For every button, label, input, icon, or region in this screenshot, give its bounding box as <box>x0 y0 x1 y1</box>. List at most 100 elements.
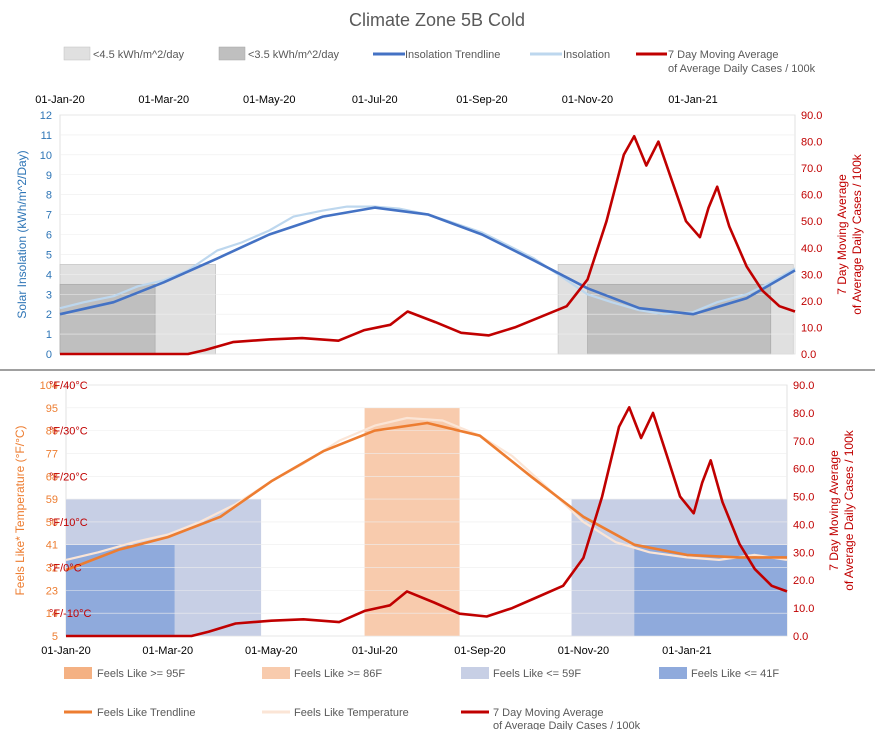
y-tick-label-9: 9 <box>46 170 52 182</box>
legend-label-le41: Feels Like <= 41F <box>691 668 779 680</box>
chart-title: Climate Zone 5B Cold <box>349 10 525 30</box>
celsius-mark-1: °F/0°C <box>49 563 82 575</box>
y2-tick-label-7: 70.0 <box>801 163 822 175</box>
celsius-mark-5: °F/40°C <box>49 380 88 392</box>
y-tick-label-10: 10 <box>40 150 52 162</box>
legend-label-cases-bottom-1: 7 Day Moving Average <box>493 707 603 719</box>
y2-tick-label-7: 70.0 <box>793 436 814 448</box>
y2-tick-label-4: 40.0 <box>793 519 814 531</box>
y2-tick-label-3: 30.0 <box>801 269 822 281</box>
y2-tick-label-8: 80.0 <box>801 137 822 149</box>
y-tick-label-11: 104 <box>40 380 58 392</box>
y-tick-label-1: 1 <box>46 329 52 341</box>
y-tick-label-5: 5 <box>46 249 52 261</box>
y-tick-label-4: 4 <box>46 269 52 281</box>
y-tick-label-12: 12 <box>40 110 52 122</box>
y2-tick-label-6: 60.0 <box>801 190 822 202</box>
celsius-mark-2: °F/10°C <box>49 517 88 529</box>
x-tick-label-1: 01-Mar-20 <box>138 94 189 106</box>
legend-label-feels-like-trendline: Feels Like Trendline <box>97 707 195 719</box>
y2-tick-label-6: 60.0 <box>793 464 814 476</box>
x-tick-label-1: 01-Mar-20 <box>142 645 193 657</box>
legend-label-lt45: <4.5 kWh/m^2/day <box>93 49 185 61</box>
x-tick-label-3: 01-Jul-20 <box>352 94 398 106</box>
x-tick-label-6: 01-Jan-21 <box>662 645 712 657</box>
y2-axis-title-line1: 7 Day Moving Average <box>835 174 849 295</box>
celsius-mark-4: °F/30°C <box>49 426 88 438</box>
y2-tick-label-5: 50.0 <box>801 216 822 228</box>
y2-tick-label-1: 10.0 <box>801 322 822 334</box>
y-tick-label-3: 32 <box>46 563 58 575</box>
y-tick-label-2: 2 <box>46 309 52 321</box>
y-tick-label-2: 23 <box>46 585 58 597</box>
y-tick-label-7: 7 <box>46 210 52 222</box>
y2-tick-label-0: 0.0 <box>801 349 816 361</box>
legend-swatch-le59 <box>461 667 489 679</box>
y-tick-label-1: 14 <box>46 608 58 620</box>
y-axis-title: Feels Like* Temperature (°F/°C) <box>13 425 27 595</box>
series-feels-like-trendline <box>65 421 787 572</box>
celsius-mark-3: °F/20°C <box>49 471 88 483</box>
y-tick-label-7: 68 <box>46 471 58 483</box>
y-tick-label-4: 41 <box>46 540 58 552</box>
y-tick-label-6: 59 <box>46 494 58 506</box>
y2-tick-label-4: 40.0 <box>801 243 822 255</box>
x-tick-label-2: 01-May-20 <box>243 94 296 106</box>
celsius-mark-0: °F/-10°C <box>49 608 91 620</box>
x-tick-label-2: 01-May-20 <box>245 645 298 657</box>
y2-tick-label-8: 80.0 <box>793 408 814 420</box>
legend-label-cases-bottom-2: of Average Daily Cases / 100k <box>493 720 641 730</box>
y-tick-label-3: 3 <box>46 289 52 301</box>
legend-swatch-le41 <box>659 667 687 679</box>
y2-tick-label-9: 90.0 <box>801 110 822 122</box>
y-tick-label-10: 95 <box>46 403 58 415</box>
y2-tick-label-2: 20.0 <box>793 575 814 587</box>
x-tick-label-4: 01-Sep-20 <box>456 94 507 106</box>
x-tick-label-0: 01-Jan-20 <box>41 645 91 657</box>
x-tick-label-6: 01-Jan-21 <box>668 94 718 106</box>
y2-tick-label-1: 10.0 <box>793 603 814 615</box>
legend-label-feels-like-temperature: Feels Like Temperature <box>294 707 409 719</box>
y2-axis-title-line2: of Average Daily Cases / 100k <box>850 153 864 315</box>
y2-tick-label-5: 50.0 <box>793 492 814 504</box>
legend-label-cases-top-1: 7 Day Moving Average <box>668 49 778 61</box>
y-tick-label-0: 5 <box>52 631 58 643</box>
series-feels-like-daily <box>65 416 788 561</box>
bottom-legend: Feels Like >= 95F Feels Like >= 86F Feel… <box>64 667 779 730</box>
y-tick-label-9: 86 <box>46 426 58 438</box>
legend-label-insolation: Insolation <box>563 49 610 61</box>
legend-swatch-ge95 <box>64 667 92 679</box>
legend-label-lt35: <3.5 kWh/m^2/day <box>248 49 340 61</box>
y-tick-label-6: 6 <box>46 230 52 242</box>
y-tick-label-8: 8 <box>46 190 52 202</box>
legend-swatch-lt35 <box>218 46 246 61</box>
insolation-plot: 01234567891011120.010.020.030.040.050.06… <box>15 94 864 361</box>
y-tick-label-11: 11 <box>41 130 52 142</box>
top-legend: <4.5 kWh/m^2/day <3.5 kWh/m^2/day Insola… <box>63 46 816 75</box>
y2-axis-title-line2: of Average Daily Cases / 100k <box>842 429 856 591</box>
legend-label-ge95: Feels Like >= 95F <box>97 668 185 680</box>
band-lt35-0 <box>59 283 156 355</box>
legend-swatch-ge86 <box>262 667 290 679</box>
y-tick-label-5: 50 <box>46 517 58 529</box>
legend-swatch-lt45 <box>63 46 91 61</box>
y2-tick-label-0: 0.0 <box>793 631 808 643</box>
y-tick-label-8: 77 <box>46 448 58 460</box>
x-tick-label-5: 01-Nov-20 <box>562 94 613 106</box>
feels-like-plot: 5 14 23 32 41 50 59 68 77 86 95 104 °F/-10°C °F/0°C °F… <box>13 380 856 657</box>
legend-label-insolation-trendline: Insolation Trendline <box>405 49 500 61</box>
legend-label-le59: Feels Like <= 59F <box>493 668 581 680</box>
series-cases-7day-avg <box>60 134 796 356</box>
legend-label-ge86: Feels Like >= 86F <box>294 668 382 680</box>
y-axis-title: Solar Insolation (kWh/m^2/Day) <box>15 150 29 318</box>
y2-tick-label-3: 30.0 <box>793 547 814 559</box>
x-tick-label-3: 01-Jul-20 <box>352 645 398 657</box>
y2-axis-title-line1: 7 Day Moving Average <box>827 450 841 571</box>
y-tick-label-0: 0 <box>46 349 52 361</box>
x-tick-label-5: 01-Nov-20 <box>558 645 609 657</box>
y2-tick-label-2: 20.0 <box>801 296 822 308</box>
series-insolation-trendline <box>59 206 796 316</box>
y2-tick-label-9: 90.0 <box>793 380 814 392</box>
x-tick-label-0: 01-Jan-20 <box>35 94 85 106</box>
